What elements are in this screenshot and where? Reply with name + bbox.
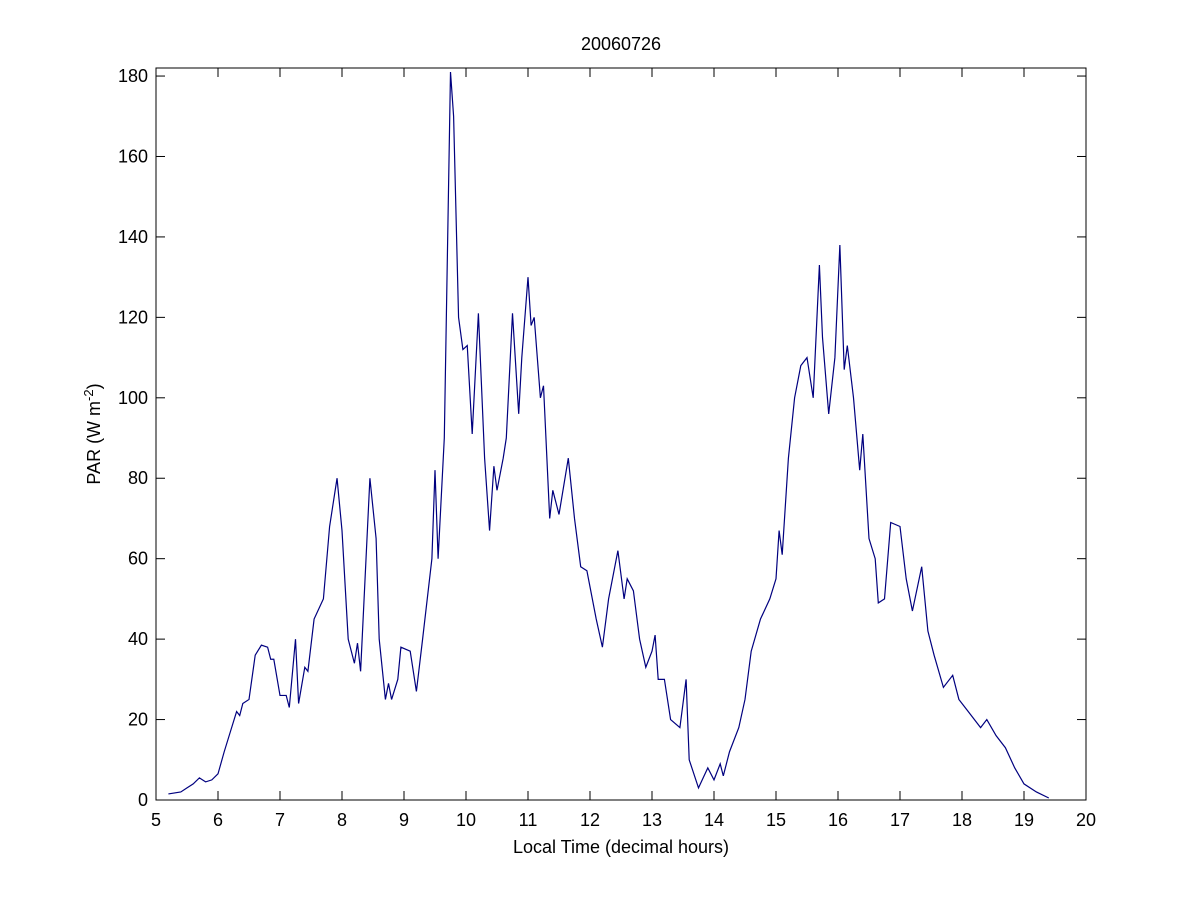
y-label-suffix: ) bbox=[84, 383, 104, 389]
x-tick-label: 15 bbox=[766, 810, 786, 830]
x-tick-label: 14 bbox=[704, 810, 724, 830]
x-tick-label: 16 bbox=[828, 810, 848, 830]
y-tick-label: 180 bbox=[118, 66, 148, 86]
y-axis-label: PAR (W m-2) bbox=[81, 383, 104, 484]
y-label-text: PAR (W m bbox=[84, 401, 104, 485]
plot-frame bbox=[155, 67, 1087, 801]
y-tick-label: 100 bbox=[118, 388, 148, 408]
y-tick-label: 0 bbox=[138, 790, 148, 810]
y-tick-label: 160 bbox=[118, 146, 148, 166]
data-line bbox=[168, 71, 1050, 799]
x-tick-label: 17 bbox=[890, 810, 910, 830]
x-tick-label: 18 bbox=[952, 810, 972, 830]
x-tick-label: 11 bbox=[519, 810, 538, 830]
x-tick-label: 10 bbox=[456, 810, 476, 830]
x-tick-label: 8 bbox=[337, 810, 347, 830]
x-axis-label: Local Time (decimal hours) bbox=[513, 837, 729, 857]
y-tick-label: 20 bbox=[128, 710, 148, 730]
y-tick-label: 120 bbox=[118, 307, 148, 327]
chart-title: 20060726 bbox=[581, 34, 661, 54]
x-tick-label: 12 bbox=[580, 810, 600, 830]
x-tick-label: 19 bbox=[1014, 810, 1034, 830]
x-tick-label: 13 bbox=[642, 810, 662, 830]
y-tick-label: 40 bbox=[128, 629, 148, 649]
y-tick-label: 60 bbox=[128, 549, 148, 569]
x-tick-label: 6 bbox=[213, 810, 223, 830]
y-tick-label: 80 bbox=[128, 468, 148, 488]
x-tick-label: 5 bbox=[151, 810, 161, 830]
x-tick-label: 20 bbox=[1076, 810, 1096, 830]
x-tick-label: 7 bbox=[275, 810, 285, 830]
y-label-superscript: -2 bbox=[81, 389, 96, 401]
x-tick-label: 9 bbox=[399, 810, 409, 830]
y-tick-label: 140 bbox=[118, 227, 148, 247]
